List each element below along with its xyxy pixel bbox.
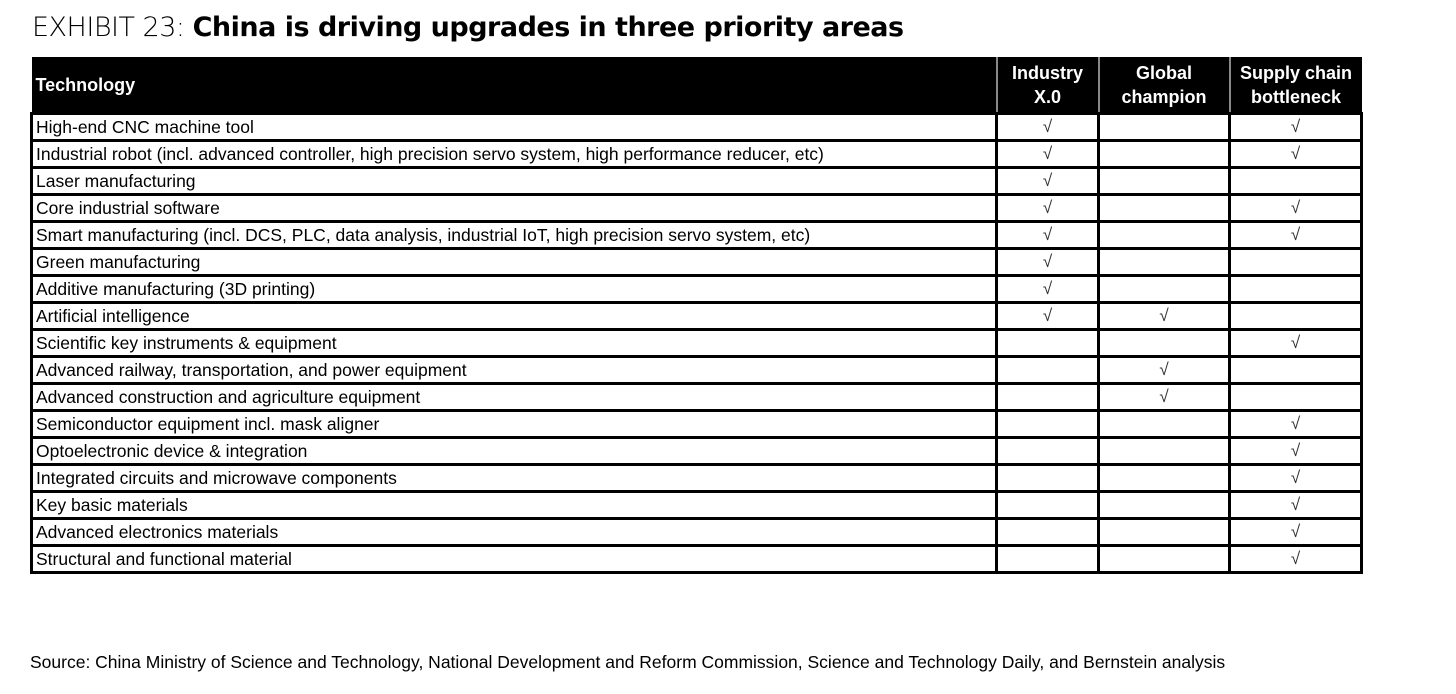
header-global-champion: Global champion (1097, 57, 1230, 114)
exhibit-title: EXHIBIT 23: China is driving upgrades in… (32, 12, 904, 43)
table-row: Integrated circuits and microwave compon… (30, 463, 1363, 493)
industry-x0-cell (995, 355, 1100, 385)
technology-cell: Semiconductor equipment incl. mask align… (30, 409, 998, 439)
check-mark-icon: √ (1097, 382, 1231, 412)
industry-x0-cell (995, 463, 1100, 493)
check-mark-icon: √ (1097, 355, 1231, 385)
global-champion-cell (1097, 139, 1231, 169)
technology-cell: Advanced construction and agriculture eq… (30, 382, 998, 412)
check-mark-icon: √ (995, 274, 1100, 304)
table-row: Advanced railway, transportation, and po… (30, 355, 1363, 385)
check-mark-icon: √ (1228, 409, 1363, 439)
supply-chain-cell (1228, 166, 1363, 196)
industry-x0-cell (995, 382, 1100, 412)
header-industry-x0: Industry X.0 (995, 57, 1099, 114)
global-champion-cell (1097, 463, 1231, 493)
industry-x0-cell (995, 436, 1100, 466)
table-row: Additive manufacturing (3D printing) √ (30, 274, 1363, 304)
priority-areas-table: Technology Industry X.0 Global champion Su… (30, 57, 1363, 574)
check-mark-icon: √ (1228, 328, 1363, 358)
global-champion-cell (1097, 193, 1231, 223)
technology-cell: Green manufacturing (30, 247, 998, 277)
table-row: Key basic materials √ (30, 490, 1363, 520)
global-champion-cell (1097, 544, 1231, 574)
check-mark-icon: √ (995, 301, 1100, 331)
table-row: Semiconductor equipment incl. mask align… (30, 409, 1363, 439)
table-row: Scientific key instruments & equipment √ (30, 328, 1363, 358)
table-row: Advanced electronics materials √ (30, 517, 1363, 547)
technology-cell: Advanced railway, transportation, and po… (30, 355, 998, 385)
check-mark-icon: √ (1228, 517, 1363, 547)
technology-cell: Structural and functional material (30, 544, 998, 574)
supply-chain-cell (1228, 301, 1363, 331)
technology-cell: High-end CNC machine tool (30, 112, 998, 142)
check-mark-icon: √ (1228, 463, 1363, 493)
table-row: Green manufacturing √ (30, 247, 1363, 277)
header-technology: Technology (31, 57, 997, 114)
check-mark-icon: √ (995, 220, 1100, 250)
check-mark-icon: √ (1228, 112, 1363, 142)
global-champion-cell (1097, 247, 1231, 277)
technology-cell: Key basic materials (30, 490, 998, 520)
check-mark-icon: √ (995, 139, 1100, 169)
exhibit-number: EXHIBIT 23: (32, 12, 185, 43)
check-mark-icon: √ (1097, 301, 1231, 331)
table-row: Industrial robot (incl. advanced control… (30, 139, 1363, 169)
global-champion-cell (1097, 220, 1231, 250)
technology-cell: Additive manufacturing (3D printing) (30, 274, 998, 304)
industry-x0-cell (995, 328, 1100, 358)
global-champion-cell (1097, 490, 1231, 520)
check-mark-icon: √ (1228, 220, 1363, 250)
global-champion-cell (1097, 112, 1231, 142)
global-champion-cell (1097, 166, 1231, 196)
industry-x0-cell (995, 409, 1100, 439)
check-mark-icon: √ (1228, 139, 1363, 169)
check-mark-icon: √ (995, 166, 1100, 196)
header-supply-chain-bottleneck: Supply chain bottleneck (1228, 57, 1362, 114)
global-champion-cell (1097, 328, 1231, 358)
check-mark-icon: √ (1228, 544, 1363, 574)
technology-cell: Advanced electronics materials (30, 517, 998, 547)
table-row: Core industrial software √ √ (30, 193, 1363, 223)
global-champion-cell (1097, 274, 1231, 304)
table-row: Smart manufacturing (incl. DCS, PLC, dat… (30, 220, 1363, 250)
industry-x0-cell (995, 517, 1100, 547)
table-row: Artificial intelligence √ √ (30, 301, 1363, 331)
supply-chain-cell (1228, 355, 1363, 385)
technology-cell: Optoelectronic device & integration (30, 436, 998, 466)
technology-cell: Smart manufacturing (incl. DCS, PLC, dat… (30, 220, 998, 250)
check-mark-icon: √ (995, 247, 1100, 277)
table-row: High-end CNC machine tool √ √ (30, 112, 1363, 142)
industry-x0-cell (995, 490, 1100, 520)
technology-cell: Artificial intelligence (30, 301, 998, 331)
check-mark-icon: √ (1228, 193, 1363, 223)
technology-cell: Industrial robot (incl. advanced control… (30, 139, 998, 169)
supply-chain-cell (1228, 382, 1363, 412)
source-note: Source: China Ministry of Science and Te… (30, 652, 1226, 672)
industry-x0-cell (995, 544, 1100, 574)
table-row: Advanced construction and agriculture eq… (30, 382, 1363, 412)
table-row: Laser manufacturing √ (30, 166, 1363, 196)
check-mark-icon: √ (995, 193, 1100, 223)
global-champion-cell (1097, 436, 1231, 466)
global-champion-cell (1097, 409, 1231, 439)
table-row: Optoelectronic device & integration √ (30, 436, 1363, 466)
supply-chain-cell (1228, 247, 1363, 277)
exhibit-heading: China is driving upgrades in three prior… (192, 12, 905, 43)
table-row: Structural and functional material √ (30, 544, 1363, 574)
global-champion-cell (1097, 517, 1231, 547)
technology-cell: Scientific key instruments & equipment (30, 328, 998, 358)
check-mark-icon: √ (1228, 436, 1363, 466)
technology-cell: Laser manufacturing (30, 166, 998, 196)
technology-cell: Integrated circuits and microwave compon… (30, 463, 998, 493)
check-mark-icon: √ (1228, 490, 1363, 520)
technology-cell: Core industrial software (30, 193, 998, 223)
header-row: Technology Industry X.0 Global champion Su… (31, 57, 1362, 114)
check-mark-icon: √ (995, 112, 1100, 142)
supply-chain-cell (1228, 274, 1363, 304)
